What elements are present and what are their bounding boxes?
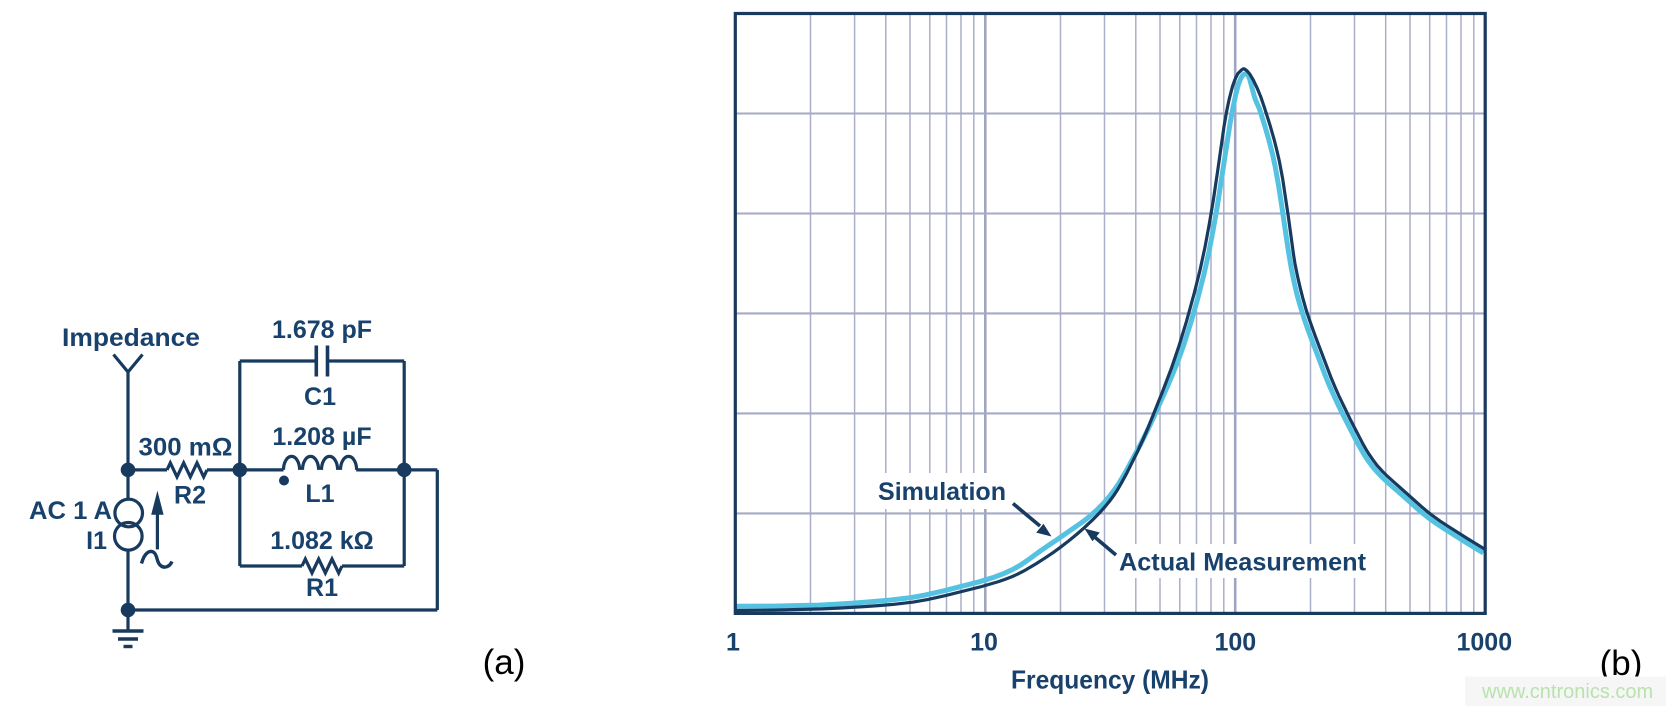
svg-text:1.082 kΩ: 1.082 kΩ bbox=[270, 527, 373, 555]
svg-text:1: 1 bbox=[726, 629, 740, 657]
svg-text:I1: I1 bbox=[86, 527, 107, 555]
svg-text:1000: 1000 bbox=[1456, 629, 1512, 657]
svg-text:C1: C1 bbox=[304, 383, 336, 411]
svg-text:L1: L1 bbox=[305, 480, 334, 508]
svg-text:Simulation: Simulation bbox=[878, 478, 1006, 506]
svg-text:100: 100 bbox=[1214, 629, 1256, 657]
svg-text:AC 1 A: AC 1 A bbox=[29, 497, 112, 525]
svg-text:R1: R1 bbox=[306, 574, 338, 602]
svg-text:Frequency (MHz): Frequency (MHz) bbox=[1011, 665, 1209, 695]
svg-text:10: 10 bbox=[970, 629, 998, 657]
svg-text:1.678 pF: 1.678 pF bbox=[272, 316, 372, 344]
svg-text:R2: R2 bbox=[174, 482, 206, 510]
svg-text:www.cntronics.com: www.cntronics.com bbox=[1481, 681, 1653, 703]
svg-text:300 mΩ: 300 mΩ bbox=[139, 434, 233, 462]
svg-text:1.208 µF: 1.208 µF bbox=[272, 423, 371, 451]
svg-text:(a): (a) bbox=[483, 643, 526, 682]
svg-text:Actual Measurement: Actual Measurement bbox=[1119, 549, 1367, 577]
svg-text:Impedance: Impedance bbox=[62, 324, 200, 352]
